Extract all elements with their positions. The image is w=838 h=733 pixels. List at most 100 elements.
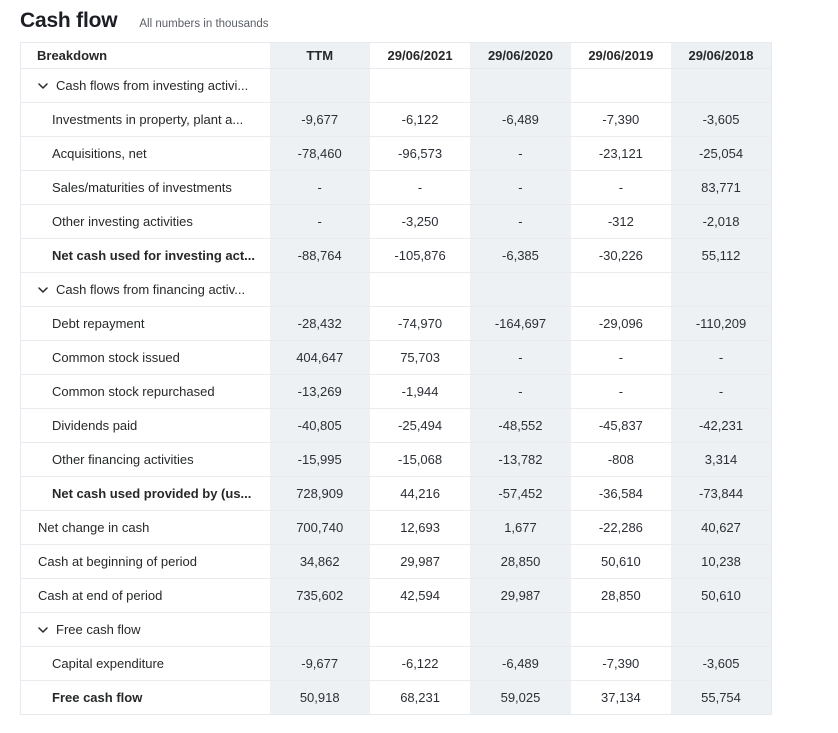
value-cell: -: [269, 204, 370, 239]
row-label-cell: Investments in property, plant a...: [20, 102, 270, 137]
value-cell: -164,697: [470, 306, 571, 341]
value-cell: 83,771: [671, 170, 772, 205]
row-label: Free cash flow: [56, 622, 141, 637]
row-label: Cash at beginning of period: [38, 554, 198, 569]
cash-flow-table: Breakdown TTM 29/06/2021 29/06/2020 29/06/20…: [20, 42, 772, 715]
table-row: Debt repayment -28,432 -74,970 -164,697 -29,…: [20, 306, 772, 341]
column-header-period: 29/06/2021: [369, 42, 471, 69]
value-cell: -6,385: [470, 238, 571, 273]
value-cell: -: [269, 170, 370, 205]
value-cell: 59,025: [470, 680, 571, 715]
row-label-cell: Net cash used provided by (us...: [20, 476, 270, 511]
table-row: Net change in cash 700,740 12,693 1,677 -22,…: [20, 510, 772, 545]
value-cell: 10,238: [671, 544, 772, 579]
cash-flow-page: Cash flow All numbers in thousands Break…: [20, 9, 772, 715]
value-cell: -6,122: [369, 102, 471, 137]
row-label-cell: Cash at end of period: [20, 578, 270, 613]
chevron-down-icon[interactable]: [38, 83, 48, 89]
table-row: Common stock issued 404,647 75,703- - -: [20, 340, 772, 375]
value-cell: -15,995: [269, 442, 370, 477]
value-cell: 55,112: [671, 238, 772, 273]
row-label: Dividends paid: [52, 418, 138, 433]
row-label: Cash flows from investing activi...: [56, 78, 249, 93]
value-cell: -73,844: [671, 476, 772, 511]
value-cell: 37,134: [570, 680, 672, 715]
value-cell: -9,677: [269, 102, 370, 137]
value-cell: -: [369, 170, 471, 205]
value-cell: -57,452: [470, 476, 571, 511]
row-label: Other investing activities: [52, 214, 193, 229]
value-cell: 404,647: [269, 340, 370, 375]
value-cell: 735,602: [269, 578, 370, 613]
row-label: Acquisitions, net: [52, 146, 147, 161]
row-label-cell[interactable]: Cash flows from investing activi...: [21, 69, 270, 103]
value-cell: -48,552: [470, 408, 571, 443]
value-cell: -30,226: [570, 238, 672, 273]
value-cell: -2,018: [671, 204, 772, 239]
table-row: Acquisitions, net -78,460 -96,573- -23,121-…: [20, 136, 772, 171]
value-cell: 68,231: [369, 680, 471, 715]
table-row: Sales/maturities of investments - - - -83,77…: [20, 170, 772, 205]
table-row: Cash at end of period 735,602 42,594 29,987…: [20, 578, 772, 613]
row-label-cell: Net change in cash: [20, 510, 270, 545]
value-cell: -: [470, 374, 571, 409]
row-label: Net cash used provided by (us...: [52, 486, 252, 501]
row-label: Net cash used for investing act...: [52, 248, 255, 263]
section-row: Cash flows from financing activ...: [20, 272, 772, 307]
value-cell: -105,876: [369, 238, 471, 273]
row-label: Investments in property, plant a...: [52, 112, 244, 127]
value-cell: 75,703: [369, 340, 471, 375]
value-cell: [671, 612, 772, 647]
row-label-cell: Net cash used for investing act...: [20, 238, 270, 273]
row-label-cell[interactable]: Free cash flow: [20, 612, 270, 647]
value-cell: 55,754: [671, 680, 772, 715]
row-label: Cash flows from financing activ...: [56, 282, 246, 297]
table-row: Other financing activities -15,995 -15,068…: [20, 442, 772, 477]
value-cell: -15,068: [369, 442, 471, 477]
table-row: Investments in property, plant a... -9,67…: [20, 102, 772, 137]
value-cell: 50,918: [269, 680, 370, 715]
chevron-down-icon[interactable]: [38, 287, 48, 293]
row-label-cell: Sales/maturities of investments: [20, 170, 270, 205]
chevron-down-icon[interactable]: [38, 627, 48, 633]
row-label-cell[interactable]: Cash flows from financing activ...: [20, 272, 270, 307]
value-cell: -110,209: [671, 306, 772, 341]
table-row: Capital expenditure -9,677 -6,122 -6,489 -7,…: [20, 646, 772, 681]
value-cell: -88,764: [269, 238, 370, 273]
row-label: Net change in cash: [38, 520, 150, 535]
value-cell: 50,610: [570, 544, 672, 579]
value-cell: -6,122: [369, 646, 471, 681]
value-cell: 728,909: [269, 476, 370, 511]
value-cell: [671, 68, 772, 103]
value-cell: -25,494: [369, 408, 471, 443]
row-label-cell: Debt repayment: [20, 306, 270, 341]
value-cell: -45,837: [570, 408, 672, 443]
table-body: Cash flows from investing activi... Inves…: [20, 68, 772, 715]
value-cell: [470, 68, 571, 103]
value-cell: -28,432: [269, 306, 370, 341]
row-label: Common stock repurchased: [52, 384, 215, 399]
value-cell: -25,054: [671, 136, 772, 171]
value-cell: [470, 272, 571, 307]
table-row: Common stock repurchased -13,269 -1,944- - -: [20, 374, 772, 409]
value-cell: 34,862: [269, 544, 370, 579]
table-row: Net cash used provided by (us... 728,909 4…: [20, 476, 772, 511]
column-header-period: TTM: [269, 42, 370, 69]
value-cell: -: [470, 204, 571, 239]
value-cell: 42,594: [369, 578, 471, 613]
value-cell: -: [671, 340, 772, 375]
value-cell: [269, 612, 370, 647]
table-row: Other investing activities - -3,250- -312 -2…: [20, 204, 772, 239]
table-row: Dividends paid -40,805 -25,494 -48,552 -45,8…: [20, 408, 772, 443]
value-cell: -9,677: [269, 646, 370, 681]
value-cell: -42,231: [671, 408, 772, 443]
row-label-cell: Other financing activities: [20, 442, 270, 477]
row-label-cell: Common stock repurchased: [20, 374, 270, 409]
column-header-period: 29/06/2020: [470, 42, 571, 69]
value-cell: -74,970: [369, 306, 471, 341]
section-row: Cash flows from investing activi...: [21, 68, 772, 103]
value-cell: -: [570, 340, 672, 375]
value-cell: 1,677: [470, 510, 571, 545]
value-cell: 12,693: [369, 510, 471, 545]
row-label: Common stock issued: [52, 350, 180, 365]
